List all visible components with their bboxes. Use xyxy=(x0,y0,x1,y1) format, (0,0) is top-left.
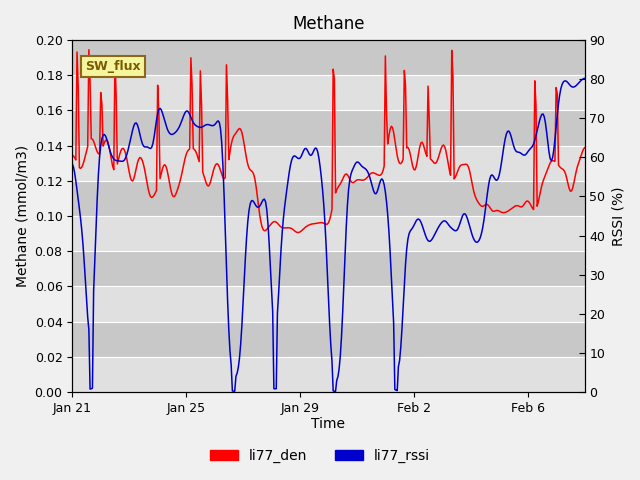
Bar xyxy=(72,322,584,357)
Bar xyxy=(72,75,584,110)
X-axis label: Time: Time xyxy=(312,418,346,432)
Bar xyxy=(72,40,584,75)
Text: SW_flux: SW_flux xyxy=(85,60,141,73)
Bar xyxy=(72,251,584,287)
Legend: li77_den, li77_rssi: li77_den, li77_rssi xyxy=(204,443,436,468)
Y-axis label: Methane (mmol/m3): Methane (mmol/m3) xyxy=(15,145,29,287)
Bar xyxy=(72,110,584,145)
Y-axis label: RSSI (%): RSSI (%) xyxy=(611,186,625,246)
Bar xyxy=(72,287,584,322)
Bar xyxy=(72,181,584,216)
Title: Methane: Methane xyxy=(292,15,365,33)
Bar xyxy=(72,216,584,251)
Bar xyxy=(72,145,584,181)
Bar xyxy=(72,357,584,392)
